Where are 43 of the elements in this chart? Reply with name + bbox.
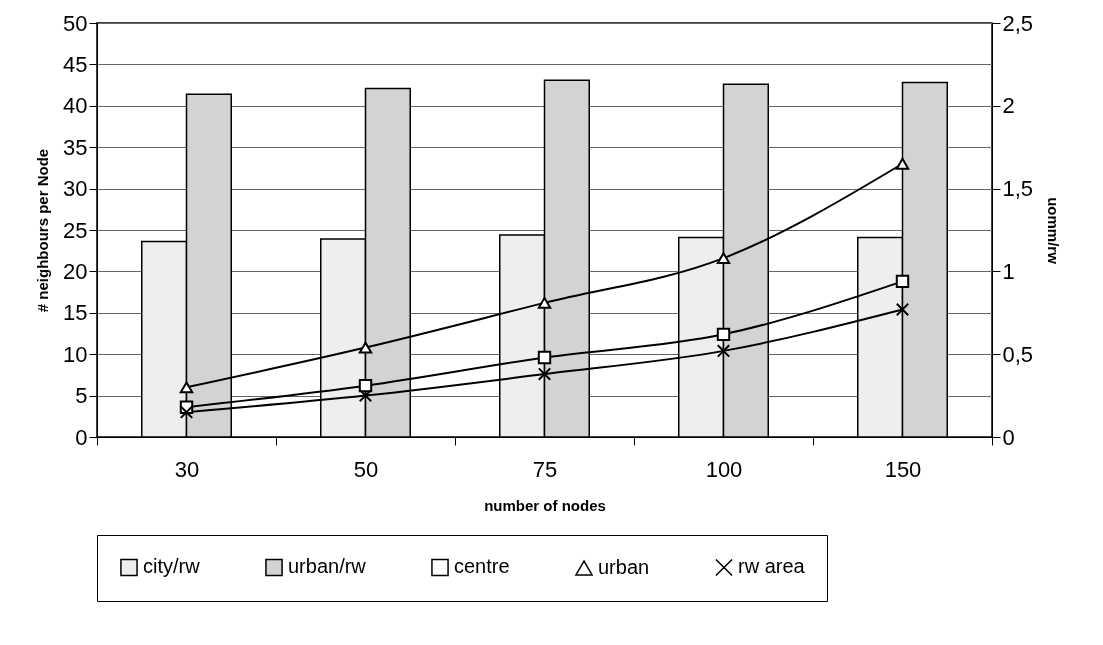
point (716, 252, 731, 265)
y-tick-label: 30 (63, 176, 88, 202)
legend-label: centre (454, 555, 510, 578)
y-tick-label: 45 (63, 51, 88, 77)
point (179, 405, 194, 419)
y-tick-label: 15 (63, 300, 88, 326)
point (895, 274, 910, 289)
x-axis-title: number of nodes (484, 496, 606, 514)
point (358, 388, 373, 403)
x-tick-label: 75 (532, 456, 558, 482)
x-tick-label: 100 (705, 456, 743, 482)
point (895, 157, 910, 170)
y-tick-label: 40 (63, 93, 88, 119)
x-tick-label: 30 (174, 456, 200, 482)
y-tick-label: 50 (63, 10, 88, 36)
point (716, 344, 731, 358)
x-tick-label: 150 (884, 456, 922, 482)
point (716, 327, 731, 342)
point (358, 341, 373, 354)
y2-tick-label: 1,5 (1002, 176, 1034, 202)
legend-label: city/rw (143, 555, 201, 578)
y-axis-title: # neighbours per Node (34, 148, 52, 313)
y2-tick-label: 0 (1002, 424, 1015, 450)
y2-tick-label: 1 (1002, 258, 1015, 284)
y-tick-label: 35 (63, 134, 88, 160)
y-tick-label: 10 (63, 341, 88, 367)
point (179, 381, 194, 394)
x-tick-label: 50 (353, 456, 379, 482)
point (537, 350, 552, 365)
y-tick-label: 0 (75, 424, 88, 450)
y-tick-label: 20 (63, 258, 88, 284)
legend-label: rw area (738, 555, 806, 578)
y2-tick-label: 2,5 (1002, 10, 1034, 36)
legend-label: urban (598, 556, 650, 578)
point (895, 302, 910, 317)
y2-tick-label: 2 (1002, 93, 1015, 119)
point (537, 296, 552, 309)
y-tick-label: 5 (75, 383, 88, 409)
y-tick-label: 25 (63, 217, 88, 243)
point (537, 367, 552, 381)
legend-label: urban/rw (288, 555, 367, 578)
y2-tick-label: 0,5 (1002, 341, 1034, 367)
y2-axis-title: uomm/rw (1045, 197, 1063, 265)
